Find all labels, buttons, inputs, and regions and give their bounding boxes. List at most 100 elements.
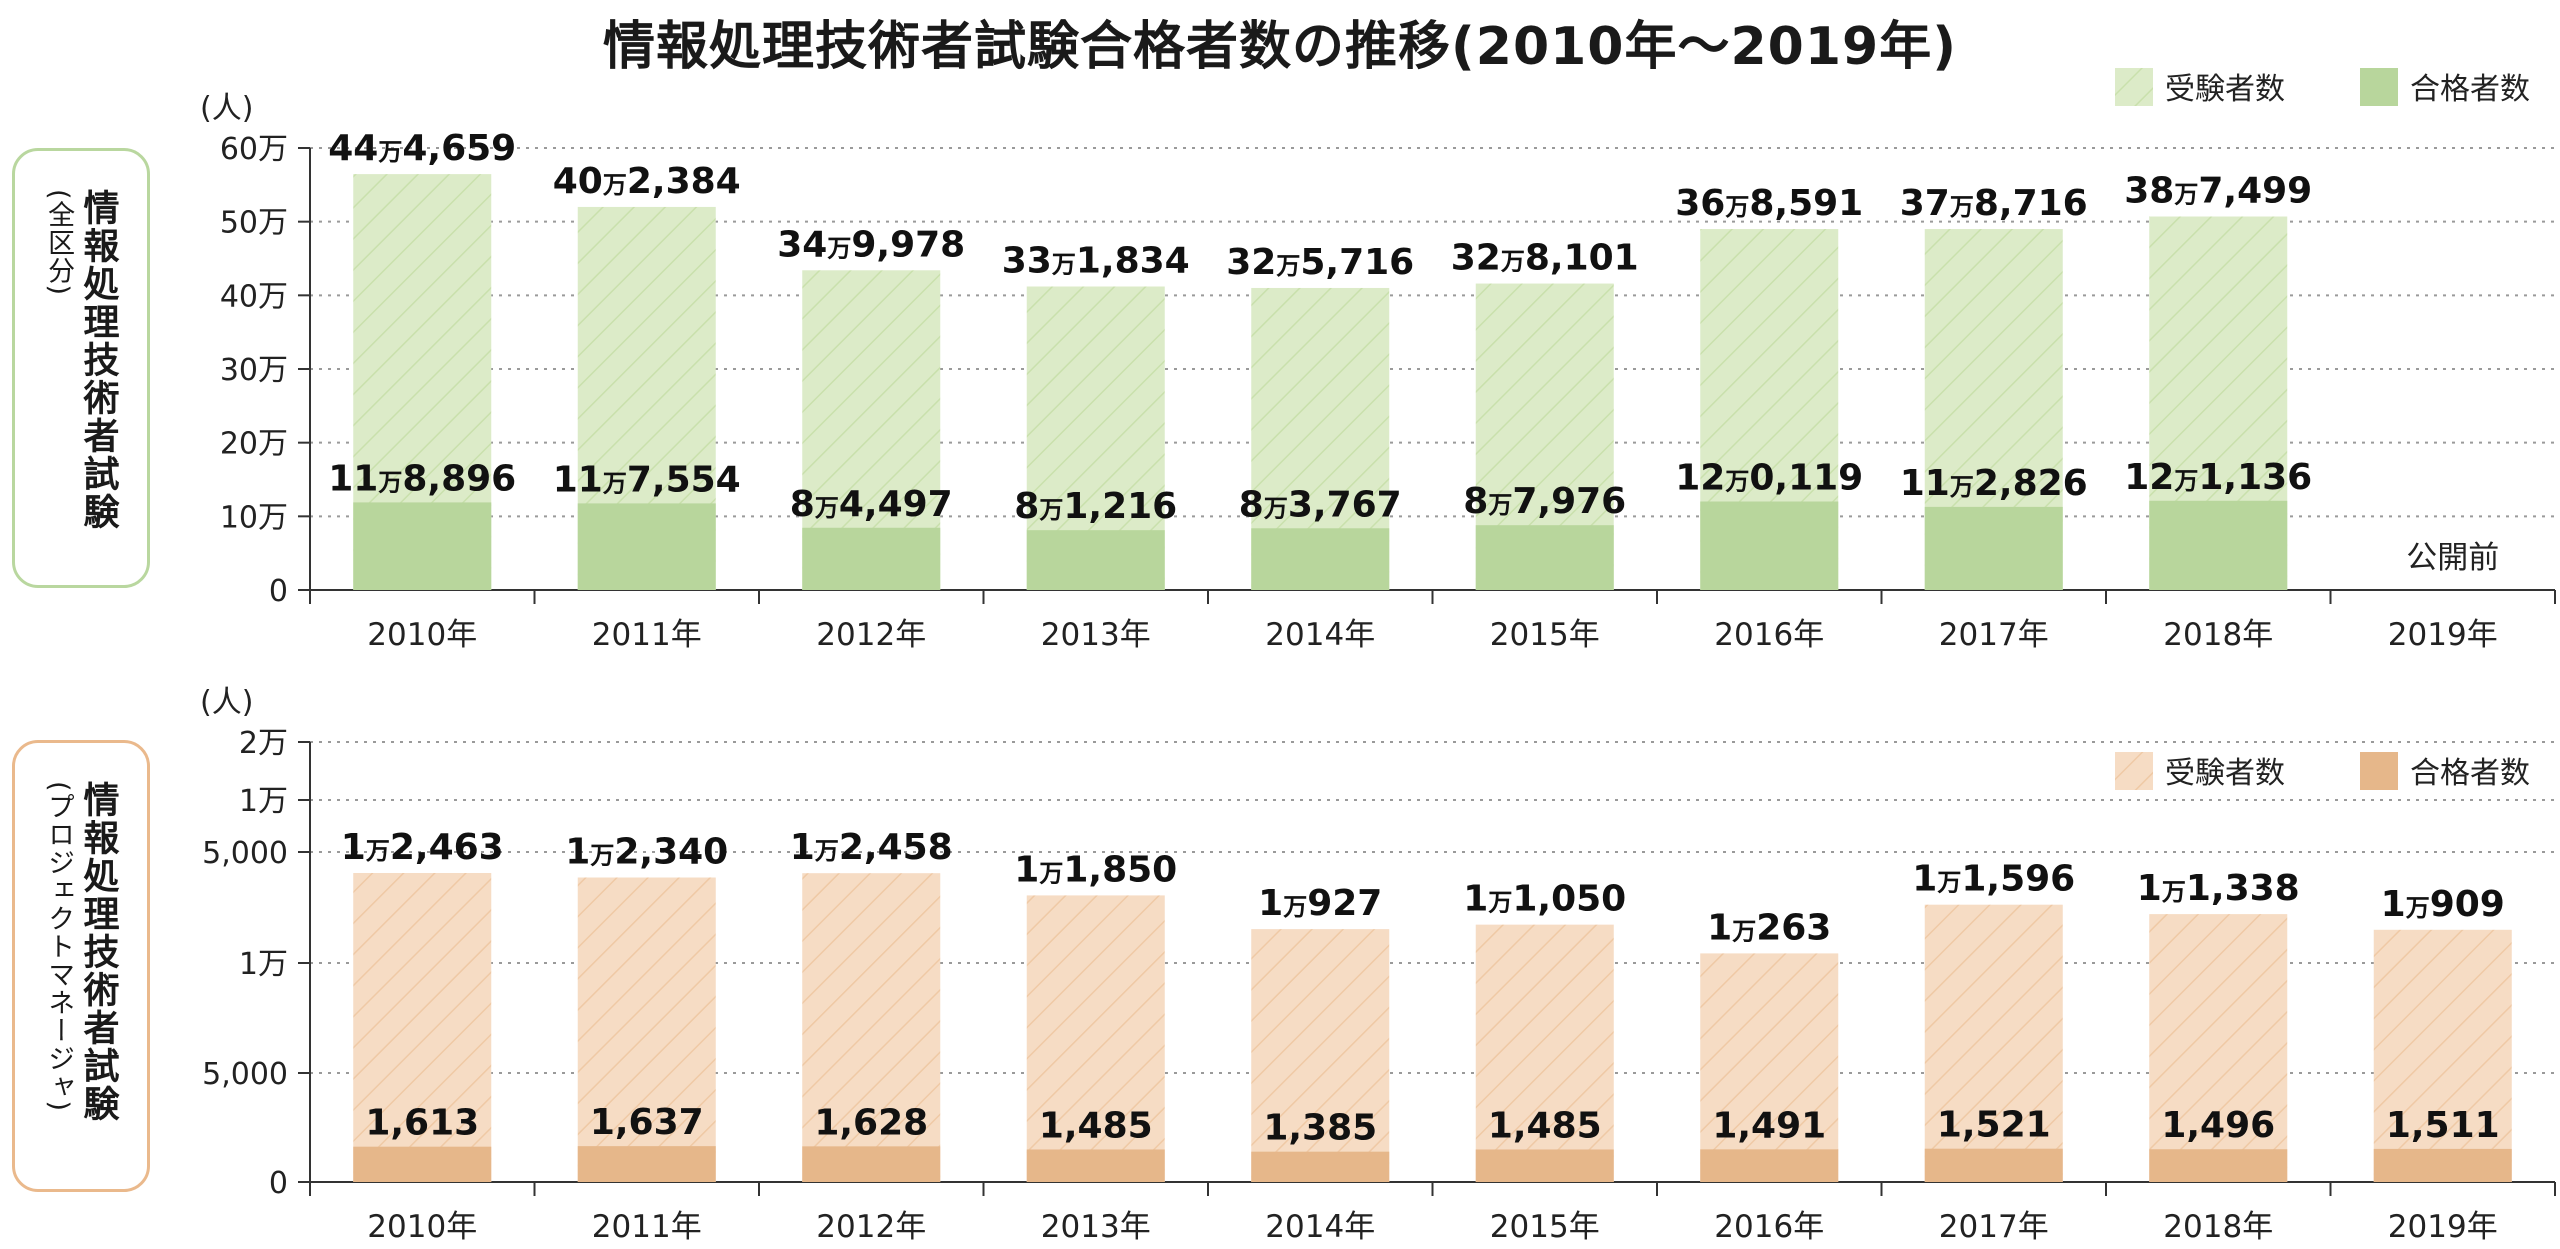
bar-passers <box>1475 1149 1614 1182</box>
bar-examinees <box>2149 914 2288 1182</box>
data-label-examinees: 1万2,340 <box>565 832 728 873</box>
y-tick-label: 20万 <box>220 427 288 462</box>
label-rest-part: 3,767 <box>1288 484 1402 525</box>
label-rest-part: 2,340 <box>614 832 728 873</box>
label-unit: 万 <box>2174 467 2198 495</box>
bar-passers <box>1026 1149 1165 1182</box>
label-man-part: 40 <box>553 161 603 202</box>
data-label-passers: 1,637 <box>590 1102 704 1143</box>
data-label-passers: 1,511 <box>2386 1105 2500 1146</box>
label-man-part: 1 <box>1463 879 1488 920</box>
panel-label-sub: (プロジェクトマネージャ) <box>43 781 75 1113</box>
data-label-examinees: 34万9,978 <box>777 224 965 265</box>
bar-passers <box>802 527 941 590</box>
data-label-passers: 1,628 <box>814 1102 928 1143</box>
bar-passers <box>577 1146 716 1182</box>
data-label-passers: 1,613 <box>365 1103 479 1144</box>
legend-label-passers: 合格者数 <box>2410 756 2530 791</box>
bar-examinees <box>1700 953 1839 1182</box>
legend-label-passers: 合格者数 <box>2410 72 2530 107</box>
label-unit: 万 <box>827 234 851 262</box>
label-rest-part: 8,101 <box>1525 238 1639 279</box>
data-label-examinees: 32万8,101 <box>1451 238 1639 279</box>
bar-passers <box>1924 506 2063 590</box>
label-rest-part: 1,136 <box>2198 457 2312 498</box>
label-unit: 万 <box>2162 878 2186 906</box>
label-rest-part: 1,050 <box>1512 879 1626 920</box>
data-label-examinees: 40万2,384 <box>553 161 741 202</box>
legend-swatch-passers <box>2360 752 2398 790</box>
bar-passers <box>802 1146 941 1182</box>
bar-passers <box>1475 525 1614 590</box>
label-rest-part: 7,976 <box>1512 481 1626 522</box>
data-label-passers: 1,521 <box>1937 1105 2051 1146</box>
y-tick-label: 0 <box>269 574 288 609</box>
y-tick-label: 0 <box>269 1166 288 1201</box>
label-rest-part: 927 <box>1307 883 1382 924</box>
y-tick-label: 5,000 <box>202 836 288 871</box>
label-man-part: 8 <box>1463 481 1488 522</box>
x-tick-label: 2012年 <box>816 1209 926 1245</box>
y-tick-label: 1万 <box>239 947 288 982</box>
label-unit: 万 <box>1501 248 1525 276</box>
label-unit: 万 <box>1950 193 1974 221</box>
label-unit: 万 <box>815 837 839 865</box>
data-label-passers: 12万0,119 <box>1675 458 1863 499</box>
legend-label-examinees: 受験者数 <box>2165 72 2285 107</box>
panel-label-main: 情報処理技術者試験 <box>77 781 119 1123</box>
label-man-part: 32 <box>1226 242 1276 283</box>
label-unit: 万 <box>590 842 614 870</box>
label-man-part: 33 <box>1002 240 1052 281</box>
label-unit: 万 <box>1488 889 1512 917</box>
bar-examinees <box>1475 924 1614 1182</box>
data-label-passers: 11万8,896 <box>328 458 516 499</box>
legend-swatch-examinees <box>2115 68 2153 106</box>
bar-passers <box>1251 528 1390 590</box>
label-man-part: 38 <box>2124 171 2174 212</box>
y-tick-label: 5,000 <box>202 1057 288 1092</box>
bar-passers <box>2149 500 2288 590</box>
y-tick-label: 50万 <box>220 206 288 241</box>
label-unit: 万 <box>815 494 839 522</box>
data-label-examinees: 1万927 <box>1258 883 1382 924</box>
bar-passers <box>2373 1148 2512 1182</box>
legend-swatch-passers <box>2360 68 2398 106</box>
label-rest-part: 8,896 <box>402 458 516 499</box>
data-label-passers: 8万3,767 <box>1239 484 1402 525</box>
x-tick-label: 2014年 <box>1265 617 1375 653</box>
label-rest-part: 2,458 <box>839 827 953 868</box>
data-label-examinees: 44万4,659 <box>328 128 516 169</box>
bar-passers <box>353 1146 492 1182</box>
label-man-part: 11 <box>1900 463 1950 504</box>
data-label-examinees: 1万2,458 <box>790 827 953 868</box>
label-man-part: 12 <box>1675 458 1725 499</box>
label-man-part: 8 <box>790 484 815 525</box>
label-unit: 万 <box>2406 894 2430 922</box>
x-tick-label: 2018年 <box>2163 1209 2273 1245</box>
label-unit: 万 <box>1488 491 1512 519</box>
data-label-passers: 8万4,497 <box>790 484 953 525</box>
bar-passers <box>1700 1149 1839 1182</box>
label-rest-part: 2,463 <box>390 827 504 868</box>
legend-swatch-examinees <box>2115 752 2153 790</box>
panel-label-sub: (全区分) <box>43 189 75 297</box>
x-tick-label: 2015年 <box>1490 1209 1600 1245</box>
label-rest-part: 2,826 <box>1974 463 2088 504</box>
data-label-passers: 12万1,136 <box>2124 457 2312 498</box>
label-rest-part: 909 <box>2430 884 2505 925</box>
label-man-part: 44 <box>328 128 378 169</box>
label-rest-part: 9,978 <box>851 224 965 265</box>
label-rest-part: 1,596 <box>1961 859 2075 900</box>
data-label-passers: 8万7,976 <box>1463 481 1626 522</box>
bar-passers <box>1924 1148 2063 1182</box>
x-tick-label: 2014年 <box>1265 1209 1375 1245</box>
bar-passers <box>353 502 492 590</box>
data-label-passers: 11万7,554 <box>553 459 741 500</box>
label-rest-part: 5,716 <box>1300 242 1414 283</box>
label-unit: 万 <box>378 138 402 166</box>
bar-examinees <box>802 873 941 1182</box>
label-unit: 万 <box>1937 869 1961 897</box>
